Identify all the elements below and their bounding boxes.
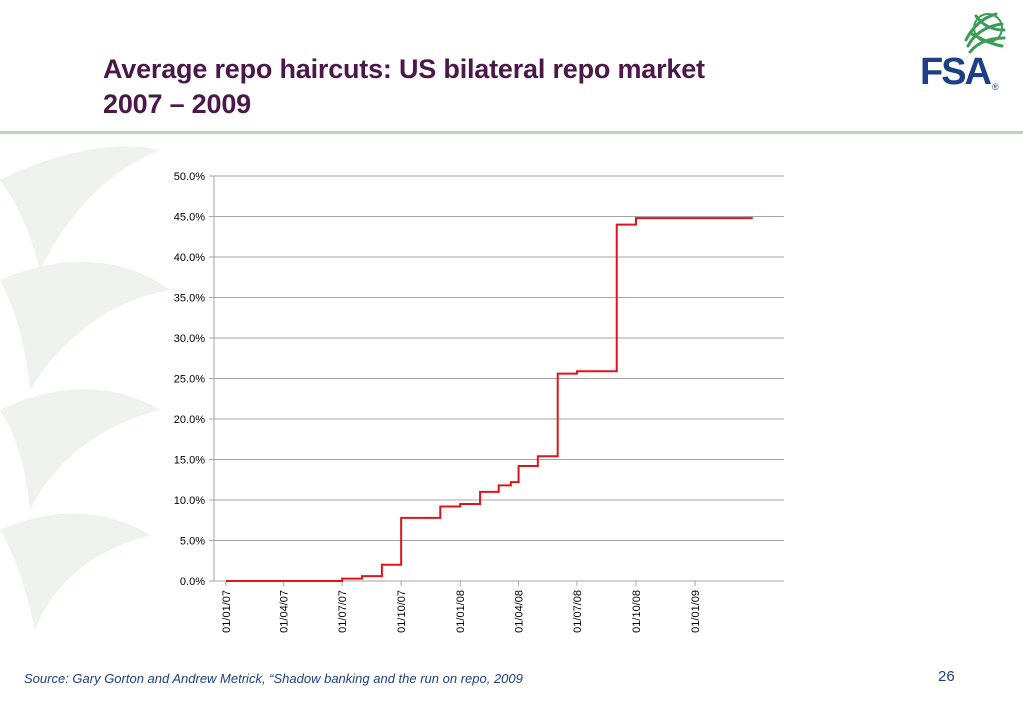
y-tick-label: 25.0% (174, 374, 205, 386)
gridlines (209, 175, 784, 586)
slide-title-line-1: Average repo haircuts: US bilateral repo… (103, 54, 705, 84)
y-tick-label: 15.0% (174, 455, 205, 467)
y-tick-label: 0.0% (180, 576, 205, 588)
leaf-watermark-icon (0, 146, 170, 630)
header-divider (0, 131, 1023, 134)
y-tick-label: 30.0% (174, 333, 205, 345)
x-tick-label: 01/10/08 (631, 590, 643, 633)
y-tick-label: 20.0% (174, 414, 205, 426)
source-note: Source: Gary Gorton and Andrew Metrick, … (24, 671, 523, 686)
x-axis-ticks: 01/01/07 01/04/07 01/07/07 01/10/07 01/01/08… (221, 590, 702, 633)
x-tick-label: 01/04/08 (514, 590, 526, 633)
y-tick-label: 45.0% (174, 212, 205, 224)
series-line (226, 217, 753, 582)
page-number: 26 (938, 668, 955, 685)
registered-mark: ® (992, 82, 999, 92)
x-tick-label: 01/10/07 (396, 590, 408, 633)
x-tick-label: 01/07/07 (337, 590, 349, 633)
x-tick-label: 01/07/08 (572, 590, 584, 633)
x-tick-label: 01/01/07 (221, 590, 233, 633)
y-tick-label: 35.0% (174, 293, 205, 305)
y-tick-label: 50.0% (174, 171, 205, 183)
x-tick-label: 01/01/09 (690, 590, 702, 633)
y-tick-label: 40.0% (174, 252, 205, 264)
x-tick-label: 01/01/08 (455, 590, 467, 633)
haircut-line-chart: 0.0% 5.0% 10.0% 15.0% 20.0% 25.0% 30.0% 35.0% 40… (174, 171, 784, 633)
y-tick-label: 10.0% (174, 495, 205, 507)
slide-title: Average repo haircuts: US bilateral repo… (103, 52, 705, 122)
y-axis-ticks: 0.0% 5.0% 10.0% 15.0% 20.0% 25.0% 30.0% 35.0% 40… (174, 171, 205, 588)
y-tick-label: 5.0% (180, 536, 205, 548)
slide-title-line-2: 2007 – 2009 (103, 89, 251, 119)
fsa-leaf-logo-icon (964, 12, 1006, 54)
x-tick-label: 01/04/07 (279, 590, 291, 633)
fsa-logo-text: FSA (920, 51, 992, 93)
series-layer (225, 217, 753, 582)
